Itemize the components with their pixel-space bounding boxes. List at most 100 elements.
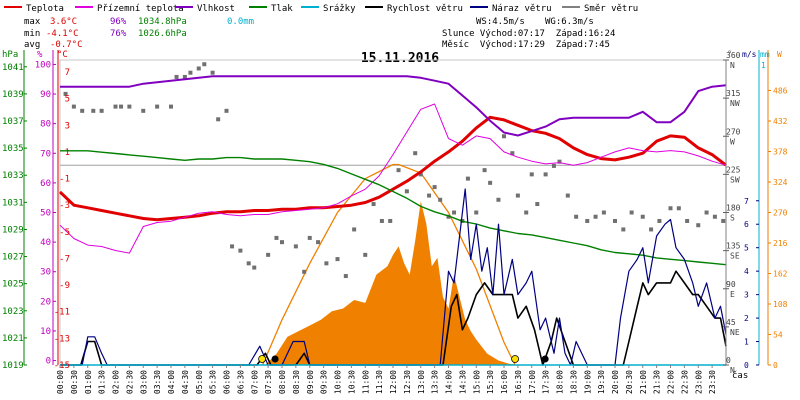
stats-min-hum: 76% bbox=[110, 29, 127, 39]
wind-direction-point bbox=[274, 235, 279, 240]
stats-max-label: max bbox=[24, 17, 41, 27]
time-tick-label: 18:00 bbox=[556, 370, 565, 394]
wind-direction-point bbox=[601, 210, 606, 215]
wind-direction-point bbox=[238, 248, 243, 253]
stats-min-press: 1026.6hPa bbox=[138, 29, 187, 39]
degrees-tick-label: 270 bbox=[726, 127, 741, 136]
wind-direction-point bbox=[246, 261, 251, 266]
hpa-tick-label: 1029 bbox=[2, 225, 24, 235]
time-tick-label: 16:00 bbox=[500, 370, 509, 394]
wind-direction-point bbox=[427, 193, 432, 198]
wind-direction-point bbox=[363, 252, 368, 257]
direction-label: S bbox=[730, 214, 735, 223]
celsius-tick-label: -13 bbox=[54, 334, 70, 344]
moonset-marker bbox=[271, 355, 279, 363]
time-tick-label: 07:30 bbox=[264, 370, 273, 394]
stats-max-temp: 3.6°C bbox=[50, 17, 77, 27]
ms-tick-label: 3 bbox=[744, 291, 749, 300]
legend-label-6: Náraz větru bbox=[492, 4, 552, 14]
mm-tick-label: 1 bbox=[761, 61, 766, 70]
wind-direction-point bbox=[712, 214, 717, 219]
wind-direction-point bbox=[80, 108, 85, 113]
wind-direction-point bbox=[696, 223, 701, 228]
wind-direction-point bbox=[324, 261, 329, 266]
ms-axis-label: m/s bbox=[742, 50, 757, 59]
wind-direction-point bbox=[182, 74, 187, 79]
moonrise-marker bbox=[541, 355, 549, 363]
time-tick-label: 05:30 bbox=[209, 370, 218, 394]
plot-area bbox=[58, 59, 727, 366]
legend-label-0: Teplota bbox=[26, 4, 64, 14]
wind-direction-point bbox=[649, 227, 654, 232]
hpa-tick-label: 1027 bbox=[2, 253, 24, 263]
time-tick-label: 19:00 bbox=[583, 370, 592, 394]
hpa-tick-label: 1025 bbox=[2, 280, 24, 290]
wind-direction-point bbox=[224, 108, 229, 113]
wind-direction-point bbox=[404, 189, 409, 194]
wind-direction-point bbox=[127, 104, 132, 109]
wind-direction-point bbox=[202, 62, 207, 67]
wind-direction-point bbox=[502, 134, 506, 139]
time-tick-label: 13:30 bbox=[431, 370, 440, 394]
degrees-tick-label: 360 bbox=[726, 51, 741, 60]
wind-direction-point bbox=[396, 168, 401, 173]
series-line-0 bbox=[58, 115, 727, 222]
time-tick-label: 01:30 bbox=[98, 370, 107, 394]
wind-direction-point bbox=[266, 252, 271, 257]
ms-tick-label: 1 bbox=[744, 338, 749, 347]
wind-direction-point bbox=[657, 218, 662, 223]
wind-direction-point bbox=[174, 74, 179, 79]
wind-direction-point bbox=[613, 218, 617, 223]
legend-label-3: Tlak bbox=[271, 4, 293, 14]
ms-tick-label: 7 bbox=[744, 197, 749, 206]
wind-direction-point bbox=[316, 240, 321, 245]
percent-tick-label: 50 bbox=[40, 209, 51, 219]
direction-label: NW bbox=[730, 99, 740, 108]
celsius-tick-label: -1 bbox=[59, 175, 70, 185]
wind-direction-point bbox=[216, 117, 221, 122]
time-tick-label: 22:00 bbox=[667, 370, 676, 394]
direction-label: E bbox=[730, 290, 735, 299]
wind-direction-point bbox=[557, 159, 562, 164]
wind-direction-point bbox=[515, 193, 520, 198]
time-tick-label: 23:00 bbox=[694, 370, 703, 394]
percent-tick-label: 60 bbox=[40, 179, 51, 189]
hpa-tick-label: 1031 bbox=[2, 198, 24, 208]
wind-direction-point bbox=[704, 210, 709, 215]
sunset-marker bbox=[511, 355, 519, 363]
time-tick-label: 03:30 bbox=[153, 370, 162, 394]
time-tick-label: 06:30 bbox=[236, 370, 245, 394]
wind-direction-point bbox=[418, 172, 423, 177]
wind-direction-point bbox=[668, 206, 673, 211]
wind-direction-point bbox=[210, 70, 215, 75]
wind-direction-point bbox=[141, 108, 146, 113]
percent-tick-label: 80 bbox=[40, 120, 51, 130]
wind-direction-point bbox=[343, 274, 348, 279]
wind-direction-point bbox=[352, 227, 357, 232]
wind-direction-point bbox=[524, 210, 529, 215]
legend-label-1: Přízemní teplota bbox=[97, 4, 184, 14]
wind-direction-point bbox=[465, 176, 470, 181]
time-tick-label: 07:00 bbox=[250, 370, 259, 394]
time-tick-label: 11:00 bbox=[361, 370, 370, 394]
degrees-tick-label: 135 bbox=[726, 242, 741, 251]
time-tick-label: 04:30 bbox=[181, 370, 190, 394]
degrees-tick-label: 0 bbox=[726, 356, 731, 365]
wind-direction-point bbox=[335, 257, 340, 262]
percent-tick-label: 0 bbox=[46, 357, 51, 367]
time-tick-label: 06:00 bbox=[223, 370, 232, 394]
wind-direction-point bbox=[63, 91, 68, 96]
degrees-tick-label: 45 bbox=[726, 318, 736, 327]
degrees-tick-label: 180 bbox=[726, 204, 741, 213]
wind-direction-point bbox=[621, 227, 626, 232]
time-tick-label: 01:00 bbox=[84, 370, 93, 394]
celsius-tick-label: -15 bbox=[54, 361, 70, 371]
wind-direction-point bbox=[593, 214, 598, 219]
series-line-2 bbox=[60, 75, 727, 137]
time-tick-label: 15:30 bbox=[486, 370, 495, 394]
time-tick-label: 10:00 bbox=[334, 370, 343, 394]
w-tick-label: 378 bbox=[773, 148, 788, 157]
w-tick-label: 216 bbox=[773, 239, 788, 248]
sunrise-marker bbox=[258, 355, 267, 363]
legend-label-7: Směr větru bbox=[584, 4, 638, 14]
